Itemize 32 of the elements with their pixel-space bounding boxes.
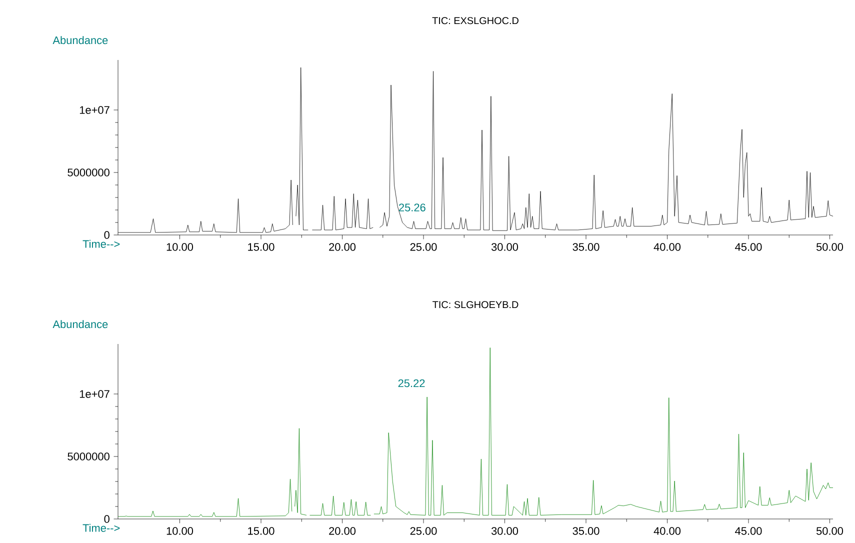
x-tick-label: 25.00 [410,527,437,535]
y-axis-title: Abundance [52,320,108,328]
x-axis-title: Time--> [82,240,120,248]
x-tick-label: 45.00 [735,527,762,535]
x-tick-label: 35.00 [572,527,600,535]
x-tick-label: 50.00 [816,527,844,535]
x-tick-label: 20.00 [329,527,356,535]
x-tick-label: 15.00 [248,527,274,535]
y-tick-label: 1e+07 [80,106,110,114]
y-axis-title: Abundance [52,36,108,44]
x-tick-label: 10.00 [166,243,194,251]
chart-title: TIC: EXSLGHOC.D [432,17,518,24]
x-tick-label: 40.00 [654,243,681,251]
chart-title: TIC: SLGHOEYB.D [432,301,518,308]
annotation: 25.26 [399,204,426,212]
x-axis-title: Time--> [82,524,120,532]
y-tick-label: 0 [104,515,110,523]
y-tick-label: 0 [104,231,110,239]
x-tick-label: 30.00 [491,243,518,251]
x-tick-label: 20.00 [329,243,356,251]
x-tick-label: 40.00 [654,527,681,535]
x-tick-label: 25.00 [410,243,437,251]
annotation: 25.22 [398,379,425,388]
x-tick-label: 30.00 [491,527,518,535]
x-tick-label: 50.00 [816,243,844,251]
x-tick-label: 10.00 [166,527,194,535]
y-tick-label: 1e+07 [80,390,110,398]
x-tick-label: 35.00 [572,243,600,251]
x-tick-label: 45.00 [735,243,762,251]
x-tick-label: 15.00 [248,243,274,251]
y-tick-label: 5000000 [68,168,110,176]
y-tick-label: 5000000 [68,452,110,460]
